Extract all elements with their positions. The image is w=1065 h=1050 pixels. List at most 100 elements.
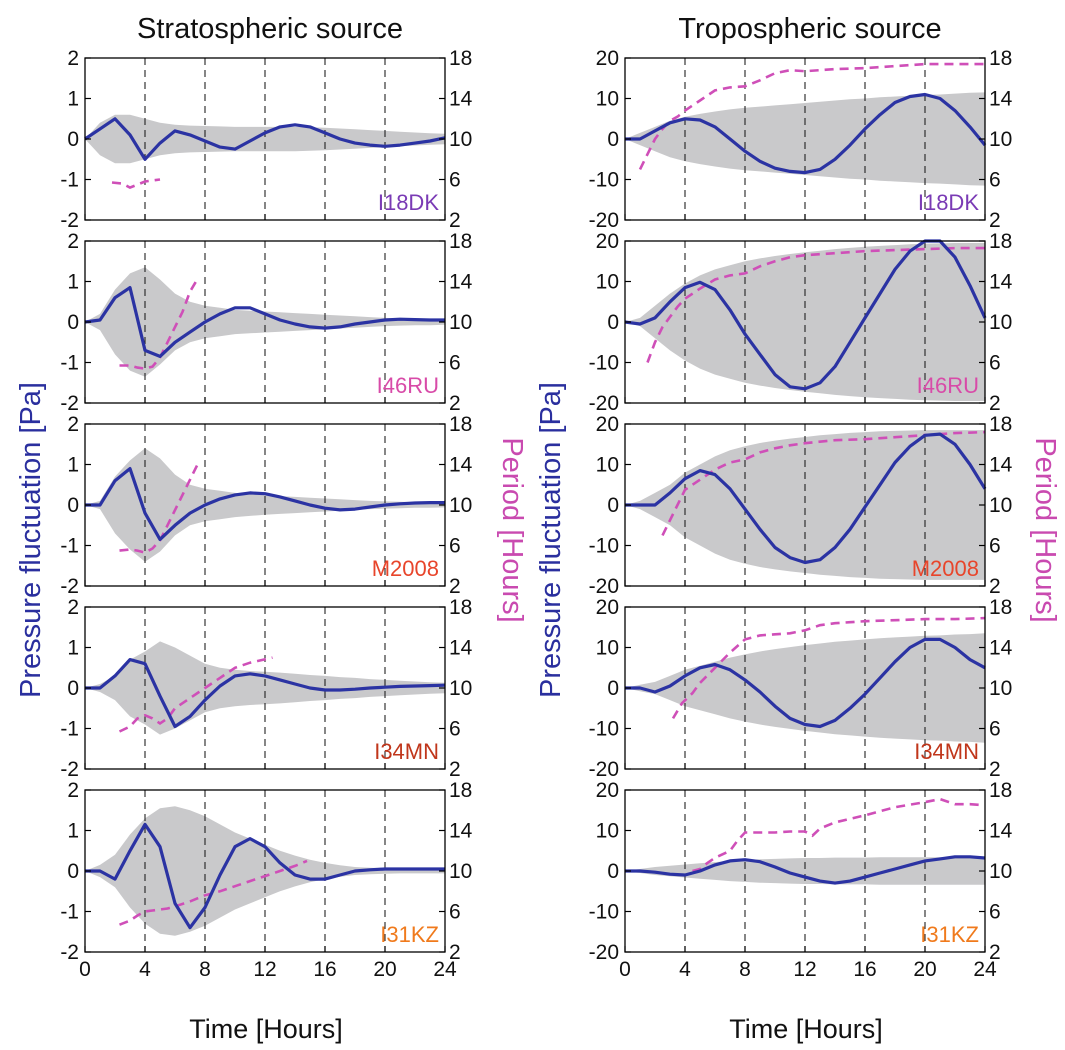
pressure-series-line [625, 855, 986, 885]
y-tick-label-left: 20 [596, 779, 619, 802]
y-tick-label-right: 2 [449, 209, 461, 232]
y-tick-label-left: 0 [67, 860, 79, 883]
pressure-series-line [625, 432, 987, 565]
pressure-series-line [625, 637, 986, 729]
y-axis-label-pressure-right-column: Pressure fluctuation [Pa] [535, 382, 567, 698]
period-series-line [671, 616, 986, 720]
y-tick-label-right: 6 [989, 352, 1001, 375]
y-tick-label-left: -1 [60, 718, 79, 741]
y-tick-label-right: 10 [989, 677, 1012, 700]
y-tick-label-left: 20 [596, 230, 619, 253]
y-tick-label-left: -1 [60, 169, 79, 192]
pressure-series-line [84, 117, 446, 161]
y-tick-label-left: 10 [596, 820, 619, 843]
y-tick-label-left: 10 [596, 454, 619, 477]
y-tick-label-right: 2 [449, 392, 461, 415]
x-axis-label-right: Time [Hours] [729, 1014, 883, 1044]
station-label: I34MN [914, 739, 979, 764]
station-label: I18DK [918, 190, 979, 215]
station-label: I46RU [377, 373, 439, 398]
y-tick-label-right: 14 [449, 637, 473, 660]
y-tick-label-left: -10 [589, 535, 619, 558]
y-axis-label-pressure: Pressure fluctuation [Pa] [15, 382, 47, 698]
y-tick-label-right: 6 [449, 718, 461, 741]
envelope-band [625, 92, 985, 186]
x-tick-label: 24 [973, 958, 997, 981]
y-tick-label-left: 0 [607, 311, 619, 334]
y-tick-label-left: 0 [607, 860, 619, 883]
y-tick-label-right: 10 [449, 677, 472, 700]
period-series-line [119, 859, 308, 926]
y-tick-label-right: 14 [989, 820, 1013, 843]
x-tick-label: 20 [373, 958, 396, 981]
y-tick-label-left: 20 [596, 47, 619, 70]
panel-tropospheric-i34mn: -20 -10 0 10 20 2 6 10 14 18 I34MN [589, 596, 1013, 781]
y-tick-label-right: 18 [449, 413, 472, 436]
station-label: I31KZ [920, 922, 979, 947]
panel-stratospheric-i46ru: -2 -1 0 1 2 2 6 10 14 18 I46RU [60, 230, 472, 415]
y-tick-label-right: 10 [449, 860, 472, 883]
pressure-series-line [85, 467, 445, 541]
y-tick-label-left: -2 [60, 758, 79, 781]
y-tick-label-right: 18 [989, 230, 1012, 253]
x-tick-label: 0 [79, 958, 91, 981]
y-tick-label-right: 10 [449, 494, 472, 517]
y-tick-label-left: -1 [60, 535, 79, 558]
y-tick-label-left: -1 [60, 352, 79, 375]
x-tick-label: 20 [913, 958, 936, 981]
y-tick-label-right: 2 [989, 392, 1001, 415]
y-tick-label-left: -10 [589, 901, 619, 924]
y-tick-label-right: 6 [989, 901, 1001, 924]
x-tick-label: 8 [739, 958, 751, 981]
panel-stratospheric-i34mn: -2 -1 0 1 2 2 6 10 14 18 I34MN [60, 596, 472, 781]
y-tick-label-right: 6 [449, 901, 461, 924]
y-tick-label-right: 6 [449, 352, 461, 375]
station-label: I31KZ [380, 922, 439, 947]
x-tick-label: 0 [619, 958, 631, 981]
y-tick-label-right: 18 [989, 413, 1012, 436]
y-tick-label-left: 10 [596, 271, 619, 294]
period-series-line [646, 246, 985, 363]
station-label: I34MN [374, 739, 439, 764]
y-tick-label-left: -10 [589, 718, 619, 741]
y-tick-label-left: -20 [589, 392, 619, 415]
y-tick-label-left: 1 [67, 454, 79, 477]
envelope-band [85, 114, 445, 164]
y-tick-label-left: 1 [67, 271, 79, 294]
y-tick-label-left: -20 [589, 941, 619, 964]
x-tick-label: 16 [853, 958, 876, 981]
y-tick-label-right: 14 [449, 88, 473, 111]
x-tick-label: 4 [139, 958, 151, 981]
y-tick-label-right: 18 [449, 47, 472, 70]
envelope-band [625, 430, 985, 580]
x-tick-label: 16 [313, 958, 336, 981]
y-tick-label-right: 18 [989, 47, 1012, 70]
y-tick-label-right: 6 [989, 535, 1001, 558]
y-tick-label-right: 2 [449, 758, 461, 781]
period-series-line [661, 430, 986, 536]
y-tick-label-left: 0 [67, 311, 79, 334]
y-tick-label-left: -10 [589, 352, 619, 375]
y-tick-label-left: -2 [60, 575, 79, 598]
pressure-series-line [85, 822, 445, 930]
y-tick-label-left: 2 [67, 413, 79, 436]
y-tick-label-right: 14 [989, 454, 1013, 477]
y-tick-label-right: 2 [449, 941, 461, 964]
y-tick-label-right: 2 [989, 575, 1001, 598]
y-tick-label-right: 14 [449, 271, 473, 294]
station-label: M2008 [372, 556, 439, 581]
y-tick-label-right: 18 [989, 596, 1012, 619]
x-tick-label: 4 [679, 958, 691, 981]
x-axis-label-left: Time [Hours] [189, 1014, 343, 1044]
station-label: I46RU [917, 373, 979, 398]
y-tick-label-left: -10 [589, 169, 619, 192]
y-tick-label-left: 2 [67, 230, 79, 253]
y-tick-label-left: -2 [60, 941, 79, 964]
y-tick-label-right: 14 [449, 454, 473, 477]
column-title-stratospheric: Stratospheric source [137, 13, 403, 45]
panel-tropospheric-i46ru: -20 -10 0 10 20 2 6 10 14 18 I46RU [589, 230, 1013, 415]
station-label: M2008 [912, 556, 979, 581]
y-tick-label-right: 14 [449, 820, 473, 843]
y-tick-label-left: 20 [596, 413, 619, 436]
